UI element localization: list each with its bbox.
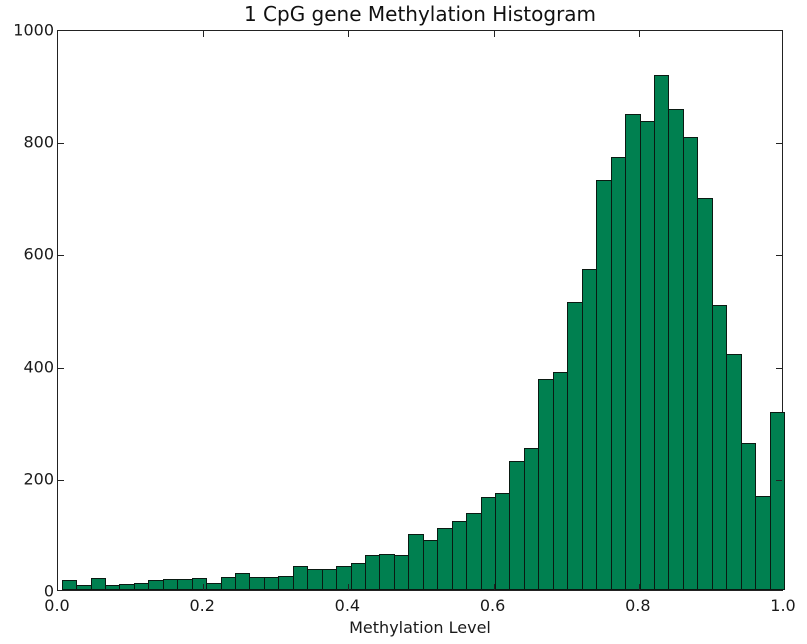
histogram-bar <box>437 527 453 590</box>
histogram-bar <box>668 109 684 590</box>
y-tick-label: 600 <box>23 244 54 264</box>
histogram-bar <box>711 305 728 590</box>
histogram-bar <box>119 583 135 590</box>
y-tick-mark <box>58 255 64 257</box>
y-tick-label: 200 <box>23 469 54 489</box>
histogram-bar <box>523 448 540 590</box>
histogram-bar <box>596 179 612 590</box>
histogram-bar <box>769 412 785 590</box>
histogram-bar <box>249 577 265 590</box>
histogram-bars <box>58 31 785 590</box>
histogram-bar <box>365 555 381 590</box>
x-tick-mark <box>638 584 640 590</box>
histogram-bar <box>76 584 92 590</box>
x-tick-label: 0.4 <box>334 596 361 615</box>
histogram-bar <box>263 577 280 590</box>
y-tick-mark <box>58 143 64 145</box>
histogram-bar <box>177 578 193 590</box>
histogram-bar <box>581 269 598 590</box>
histogram-bar <box>350 563 366 590</box>
histogram-bar <box>422 540 439 590</box>
x-tick-mark <box>348 31 350 37</box>
histogram-bar <box>567 302 583 590</box>
x-tick-mark <box>493 31 495 37</box>
y-tick-label: 0 <box>43 581 54 601</box>
histogram-bar <box>191 578 208 590</box>
histogram-bar <box>466 512 482 590</box>
x-axis-label: Methylation Level <box>349 618 491 637</box>
chart-title: 1 CpG gene Methylation Histogram <box>243 2 597 26</box>
y-tick-label: 400 <box>23 357 54 377</box>
histogram-bar <box>220 577 236 590</box>
y-tick-mark <box>58 367 64 369</box>
y-tick-label: 800 <box>23 132 54 152</box>
x-tick-mark <box>203 31 205 37</box>
histogram-bar <box>610 157 627 590</box>
histogram-bar <box>234 573 251 590</box>
x-tick-label: 0.2 <box>189 596 215 615</box>
histogram-bar <box>321 569 338 590</box>
histogram-bar <box>206 582 222 590</box>
histogram-bar <box>480 497 497 590</box>
histogram-bar <box>162 578 179 590</box>
histogram-bar <box>148 579 164 590</box>
y-tick-mark <box>776 255 782 257</box>
histogram-bar <box>639 121 655 590</box>
histogram-bar <box>552 372 569 590</box>
histogram-bar <box>538 379 554 590</box>
histogram-bar <box>307 569 323 590</box>
histogram-bar <box>726 354 742 590</box>
x-tick-mark <box>348 584 350 590</box>
histogram-bar <box>653 75 670 590</box>
x-tick-mark <box>493 584 495 590</box>
y-tick-mark <box>776 479 782 481</box>
x-tick-mark <box>638 31 640 37</box>
x-tick-label: 0.8 <box>625 596 651 615</box>
histogram-bar <box>379 553 395 590</box>
x-tick-label: 0.6 <box>479 596 506 615</box>
plot-area <box>57 30 785 591</box>
histogram-bar <box>61 580 78 590</box>
x-tick-label: 1.0 <box>770 596 796 615</box>
histogram-bar <box>509 460 525 590</box>
histogram-bar <box>625 113 641 590</box>
histogram-bar <box>740 443 757 590</box>
y-tick-mark <box>776 143 782 145</box>
x-tick-label: 0.0 <box>44 596 70 615</box>
y-tick-mark <box>58 479 64 481</box>
histogram-bar <box>682 136 699 590</box>
histogram-bar <box>292 565 309 590</box>
histogram-bar <box>408 533 424 590</box>
histogram-bar <box>451 521 468 590</box>
histogram-bar <box>495 492 511 590</box>
histogram-bar <box>697 197 713 590</box>
y-tick-label: 1000 <box>13 20 54 40</box>
histogram-bar <box>278 575 294 590</box>
histogram-bar <box>104 584 121 590</box>
histogram-bar <box>133 582 150 590</box>
histogram-bar <box>393 555 410 590</box>
histogram-bar <box>90 578 106 590</box>
x-tick-mark <box>203 584 205 590</box>
y-tick-mark <box>776 367 782 369</box>
histogram-bar <box>755 496 771 590</box>
